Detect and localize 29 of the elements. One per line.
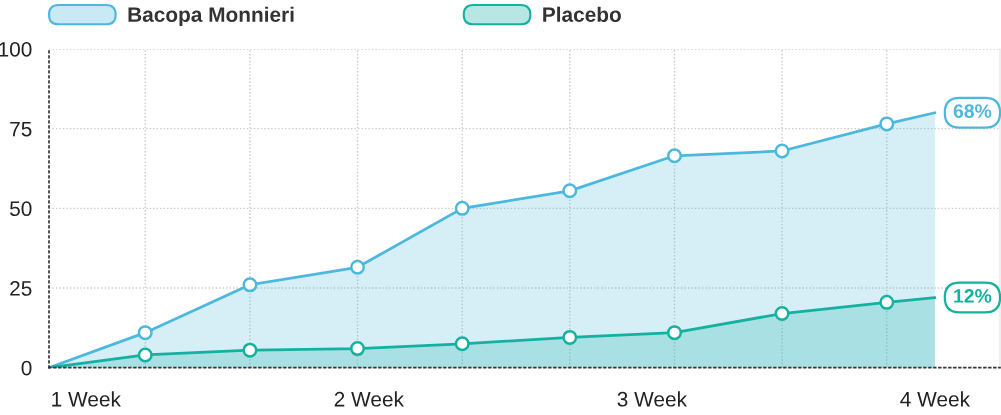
point [242,342,258,358]
point [774,306,790,322]
point [242,277,258,293]
point [562,329,578,345]
x-tick-label: 2 Week [334,391,404,407]
point [350,341,366,357]
y-tick-label: 0 [21,360,32,376]
legend-label: Placebo [543,6,621,22]
point [667,325,683,341]
annotation: 12% [954,289,992,303]
point [879,294,895,310]
y-tick-label: 75 [10,121,32,137]
point [774,143,790,159]
point [667,148,683,164]
point [137,347,153,363]
x-tick-label: 4 Week [900,391,971,407]
y-tick-label: 25 [10,281,32,296]
x-tick-label: 1 Week [52,391,121,407]
annotation: 68% [953,104,992,118]
point [562,183,578,199]
y-tick-label: 50 [10,201,32,217]
y-tick-label: 100 [0,42,32,57]
legend-label: Bacopa Monnieri [128,6,294,27]
point [454,336,470,352]
point [350,259,366,275]
point [879,116,895,132]
x-tick-label: 3 Week [617,391,688,407]
point [454,200,470,216]
point [137,325,153,341]
